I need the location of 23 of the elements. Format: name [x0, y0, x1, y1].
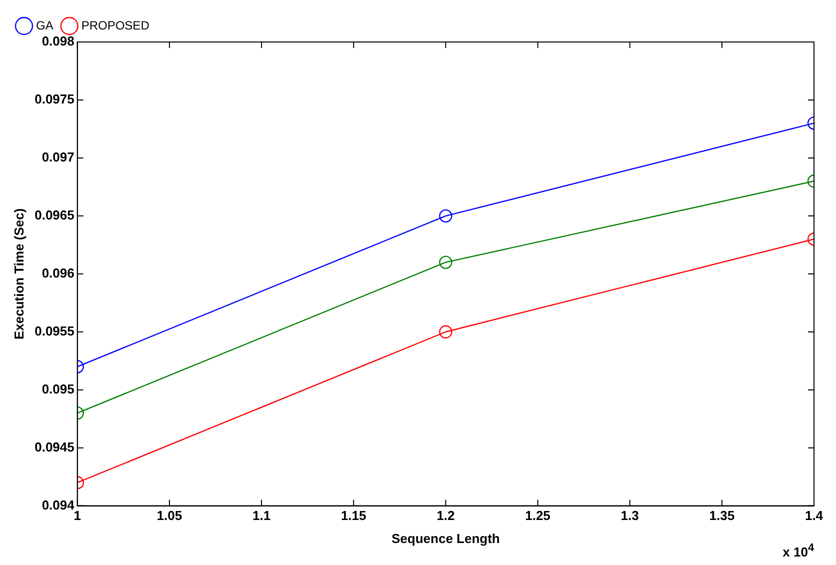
x-tick-label: 1.3: [620, 508, 639, 524]
text: x 10$^{4}$: [782, 542, 814, 559]
x-tick-label: 1.05: [156, 508, 182, 524]
x-tick-label: 1.25: [525, 508, 550, 524]
y-tick-label: 0.0975: [34, 92, 74, 107]
x-tick-label: 1.4: [804, 508, 824, 524]
legend-label: GA: [36, 18, 54, 32]
x-axis-title: Sequence Length: [392, 530, 500, 546]
x-tick-label: 1.1: [252, 508, 271, 524]
y-tick-label: 0.094: [42, 497, 76, 512]
y-tick-label: 0.0965: [34, 208, 74, 223]
y-tick-label: 0.098: [42, 34, 74, 49]
y-tick-label: 0.095: [42, 381, 74, 396]
x-tick-label: 1.15: [340, 508, 366, 524]
y-tick-label: 0.0955: [34, 323, 74, 338]
x-tick-label: 1.35: [709, 508, 735, 524]
x-tick-label: 1: [74, 508, 81, 524]
x-tick-label: 1.2: [436, 508, 455, 524]
y-tick-label: 0.097: [42, 150, 74, 165]
legend-label: PROPOSED: [81, 18, 150, 32]
y-axis-title: Execution Time (Sec): [11, 208, 26, 340]
y-tick-label: 0.0945: [34, 439, 74, 454]
y-tick-label: 0.096: [42, 265, 74, 280]
